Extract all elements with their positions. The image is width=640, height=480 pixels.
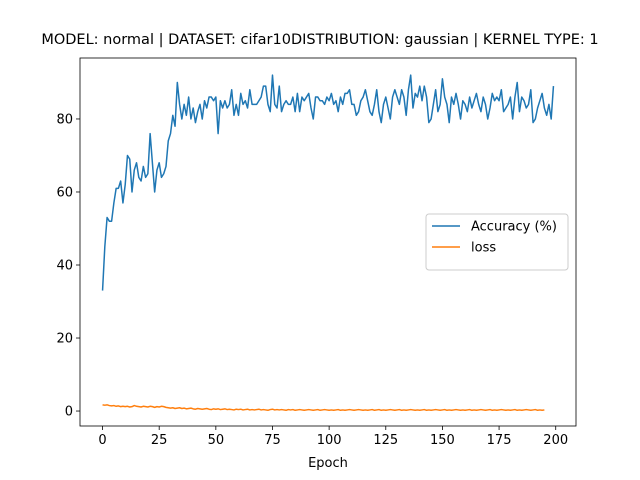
x-tick-label: 125 bbox=[373, 433, 398, 448]
x-tick-label: 200 bbox=[543, 433, 568, 448]
legend-box bbox=[425, 213, 569, 271]
y-tick-label: 20 bbox=[56, 332, 73, 347]
x-tick-label: 0 bbox=[98, 433, 106, 448]
x-tick-label: 100 bbox=[317, 433, 342, 448]
chart-title: MODEL: normal | DATASET: cifar10DISTRIBU… bbox=[41, 32, 598, 48]
x-tick-label: 175 bbox=[487, 433, 512, 448]
y-tick-label: 40 bbox=[56, 259, 73, 274]
y-tick-label: 60 bbox=[56, 185, 73, 200]
legend-label: Accuracy (%) bbox=[471, 220, 557, 235]
y-tick-label: 0 bbox=[65, 405, 73, 420]
x-tick-label: 50 bbox=[208, 433, 225, 448]
x-tick-label: 150 bbox=[430, 433, 455, 448]
y-tick-label: 80 bbox=[56, 112, 73, 127]
data-line bbox=[102, 404, 545, 412]
plot-frame bbox=[79, 57, 577, 427]
data-line bbox=[101, 74, 555, 291]
x-tick-label: 25 bbox=[151, 433, 168, 448]
x-axis-label: Epoch bbox=[308, 456, 348, 471]
legend-label: loss bbox=[471, 241, 496, 256]
x-tick-label: 75 bbox=[264, 433, 281, 448]
